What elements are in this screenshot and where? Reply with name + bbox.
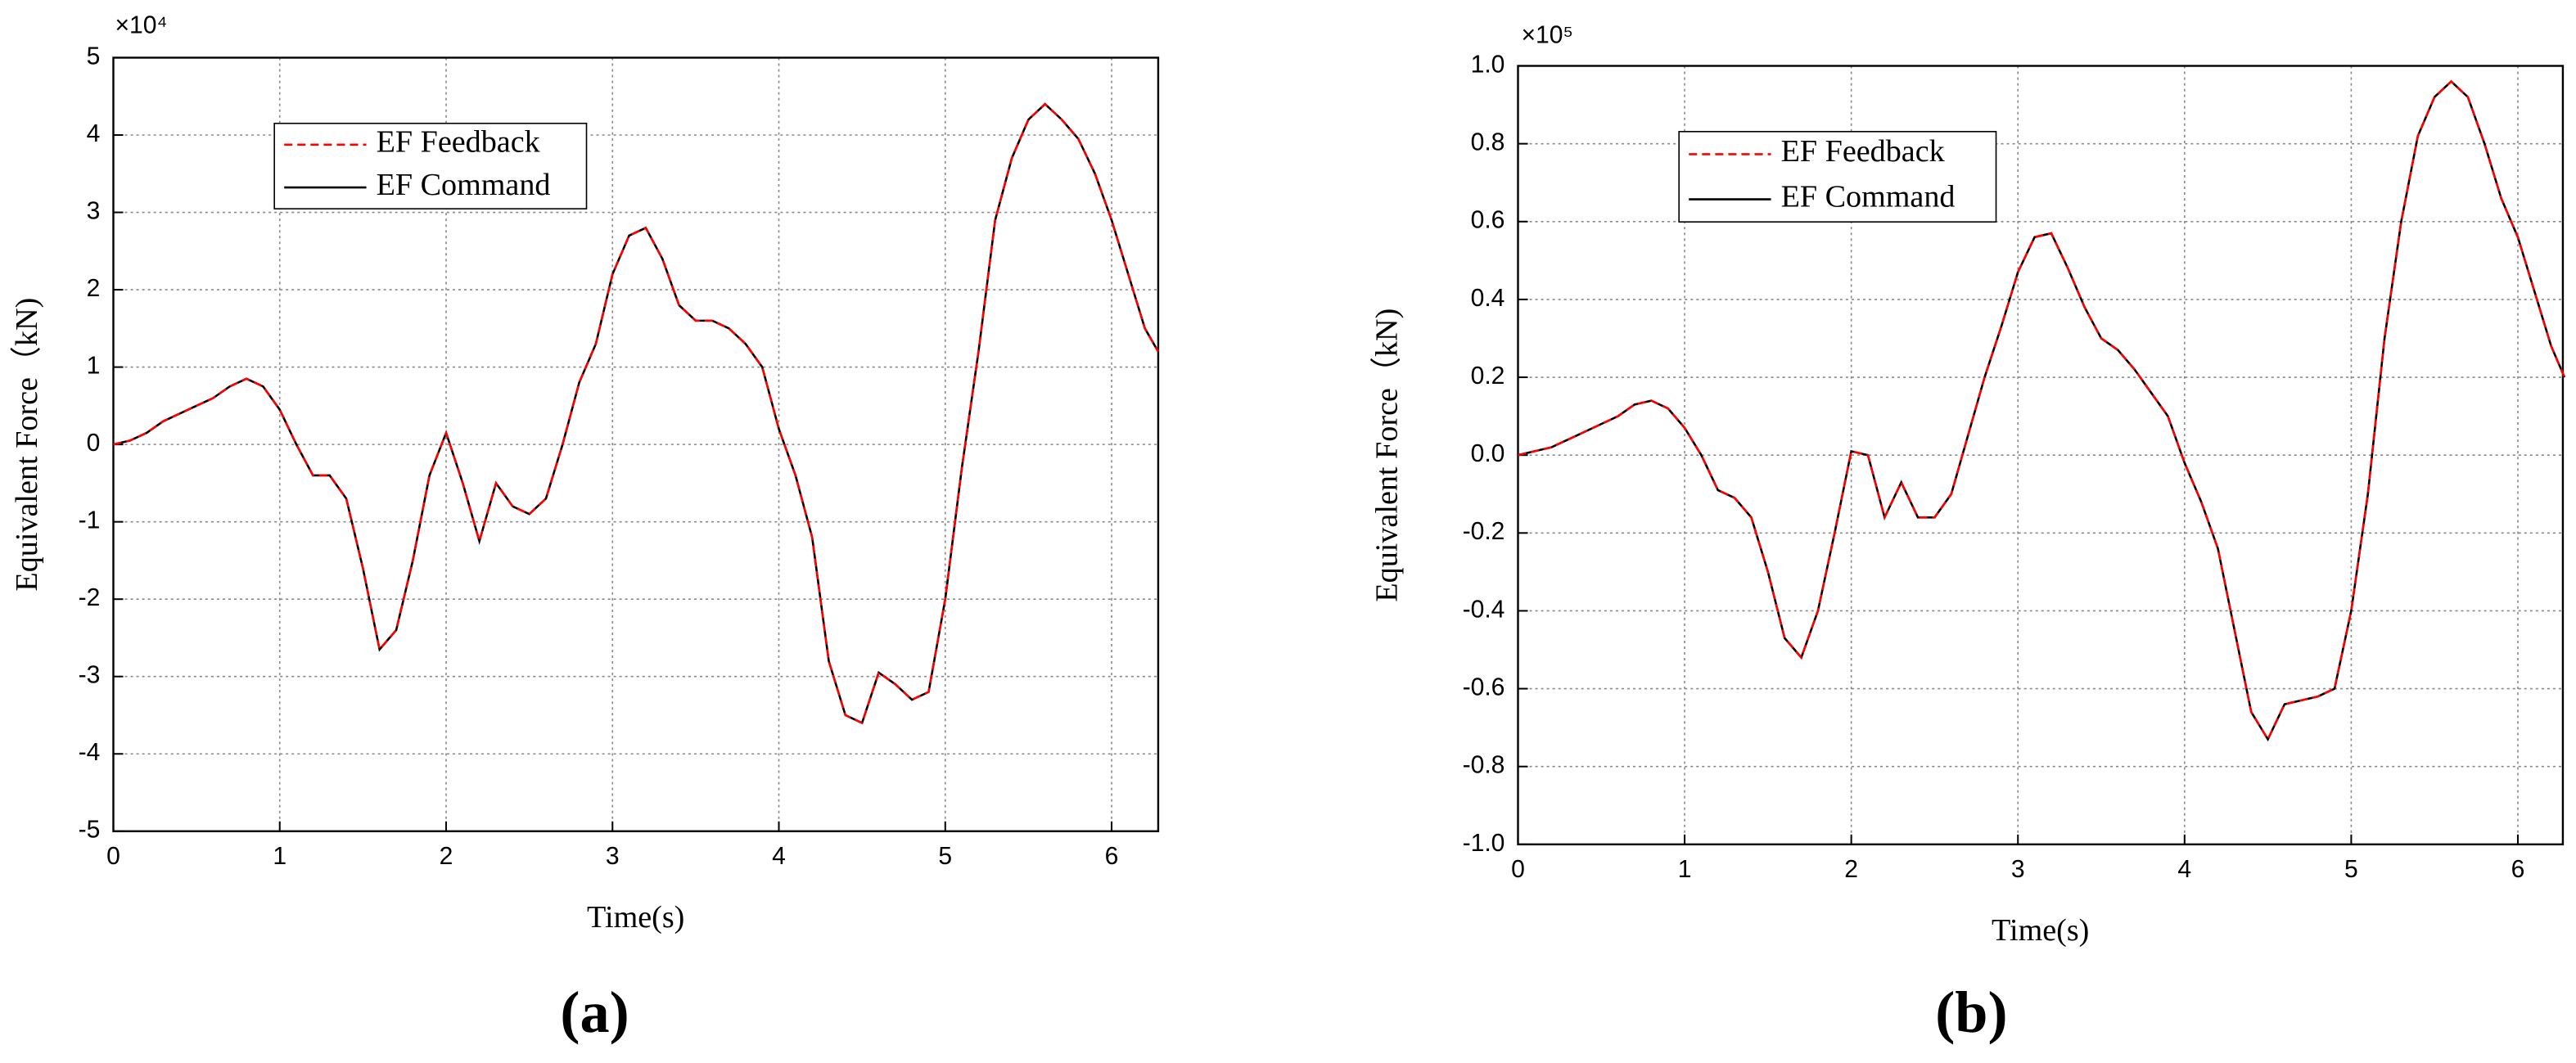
y-tick-label: -5: [79, 817, 101, 844]
x-tick-label: 0: [1511, 856, 1525, 883]
y-tick-label: 0.0: [1471, 440, 1505, 467]
y-tick-label: -4: [79, 739, 101, 766]
y-tick-label: -0.4: [1463, 596, 1505, 623]
y-tick-label: 2: [87, 275, 101, 302]
y-tick-label: -1: [79, 507, 101, 534]
legend-label: EF Command: [377, 168, 551, 202]
y-tick-label: 4: [87, 120, 101, 147]
y-multiplier: ×10⁵: [1521, 21, 1573, 48]
legend-label: EF Command: [1781, 179, 1956, 214]
x-tick-label: 4: [2177, 856, 2191, 883]
y-tick-label: -1.0: [1463, 830, 1505, 857]
y-axis-label: Equivalent Force（kN): [1370, 309, 1405, 602]
legend-label: EF Feedback: [1781, 134, 1946, 169]
x-tick-label: 4: [772, 843, 786, 870]
y-tick-label: 0: [87, 430, 101, 457]
y-tick-label: 3: [87, 197, 101, 224]
y-tick-label: -0.8: [1463, 752, 1505, 779]
x-tick-label: 6: [2511, 856, 2525, 883]
panel-label: (a): [560, 980, 629, 1045]
y-multiplier: ×10⁴: [115, 11, 167, 38]
series-line: [113, 102, 1160, 725]
y-tick-label: 0.4: [1471, 285, 1505, 312]
x-axis-label: Time(s): [1992, 913, 2089, 948]
y-tick-label: -0.2: [1463, 518, 1505, 545]
legend-box: [1678, 130, 1997, 223]
y-tick-label: 1: [87, 353, 101, 380]
legend-label: EF Feedback: [377, 125, 541, 160]
y-tick-label: -3: [79, 662, 101, 689]
series-line: [1518, 79, 2566, 742]
y-tick-label: 0.6: [1471, 207, 1505, 234]
x-tick-label: 1: [1678, 856, 1692, 883]
x-tick-label: 6: [1105, 843, 1119, 870]
x-tick-label: 0: [106, 843, 120, 870]
x-tick-label: 3: [2011, 856, 2025, 883]
y-tick-label: -2: [79, 584, 101, 611]
y-tick-label: 0.8: [1471, 129, 1505, 156]
y-tick-label: 1.0: [1471, 51, 1505, 78]
x-tick-label: 3: [606, 843, 620, 870]
panel-label: (b): [1935, 980, 2007, 1045]
y-tick-label: 5: [87, 43, 101, 70]
y-tick-label: 0.2: [1471, 363, 1505, 390]
x-tick-label: 5: [938, 843, 952, 870]
x-axis-label: Time(s): [587, 900, 684, 935]
y-tick-label: -0.6: [1463, 674, 1505, 701]
x-tick-label: 1: [273, 843, 286, 870]
legend-box: [273, 122, 588, 209]
y-axis-label: Equivalent Force（kN): [10, 298, 44, 592]
x-tick-label: 2: [440, 843, 453, 870]
x-tick-label: 5: [2344, 856, 2358, 883]
x-tick-label: 2: [1844, 856, 1858, 883]
series-line: [1518, 79, 2566, 742]
